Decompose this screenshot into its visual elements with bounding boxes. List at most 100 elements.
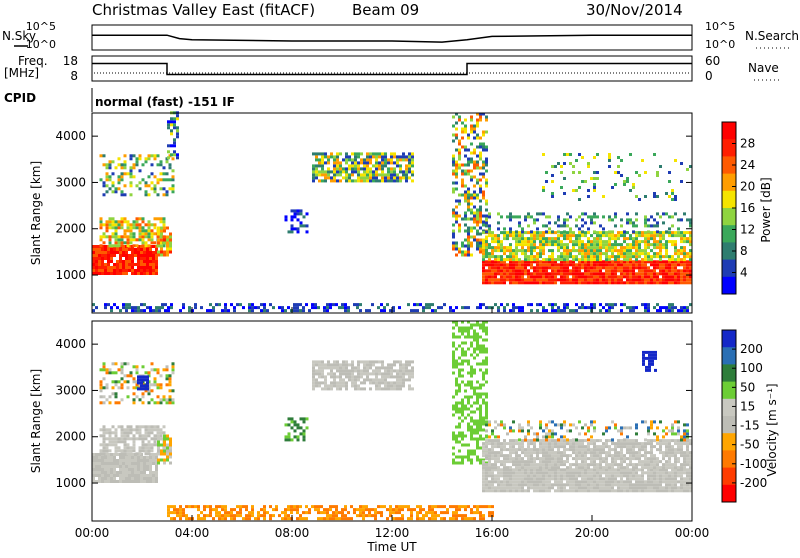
heatmap-cell: [411, 152, 414, 155]
heatmap-cell: [315, 372, 318, 375]
heatmap-cell: [611, 237, 614, 240]
heatmap-cell: [620, 474, 623, 477]
heatmap-cell: [680, 269, 683, 272]
heatmap-cell: [163, 223, 166, 226]
heatmap-cell: [360, 372, 363, 375]
heatmap-cell: [560, 439, 563, 442]
heatmap-cell: [109, 217, 112, 220]
heatmap-cell: [569, 272, 572, 275]
heatmap-cell: [584, 463, 587, 466]
heatmap-cell: [497, 243, 500, 246]
heatmap-cell: [158, 306, 161, 309]
heatmap-cell: [500, 215, 503, 218]
heatmap-cell: [479, 221, 482, 224]
heatmap-cell: [677, 227, 680, 230]
heatmap-cell: [635, 263, 638, 266]
heatmap-cell: [139, 157, 142, 160]
heatmap-cell: [482, 438, 485, 441]
heatmap-cell: [113, 251, 116, 254]
heatmap-cell: [575, 460, 578, 463]
heatmap-cell: [134, 480, 137, 483]
heatmap-cell: [518, 266, 521, 269]
heatmap-cell: [281, 306, 284, 309]
heatmap-cell: [497, 269, 500, 272]
heatmap-cell: [491, 480, 494, 483]
heatmap-cell: [485, 351, 488, 354]
heatmap-cell: [95, 471, 98, 474]
heatmap-cell: [629, 463, 632, 466]
heatmap-cell: [539, 477, 542, 480]
heatmap-cell: [134, 269, 137, 272]
heatmap-cell: [572, 171, 575, 174]
heatmap-cell: [112, 220, 115, 223]
heatmap-cell: [485, 480, 488, 483]
heatmap-cell: [668, 486, 671, 489]
heatmap-cell: [402, 375, 405, 378]
heatmap-cell: [536, 263, 539, 266]
heatmap-cell: [602, 460, 605, 463]
heatmap-cell: [551, 263, 554, 266]
heatmap-cell: [659, 480, 662, 483]
heatmap-cell: [366, 170, 369, 173]
heatmap-cell: [402, 363, 405, 366]
heatmap-cell: [467, 233, 470, 236]
heatmap-cell: [593, 240, 596, 243]
heatmap-cell: [128, 303, 131, 306]
heatmap-cell: [100, 220, 103, 223]
heatmap-cell: [593, 486, 596, 489]
heatmap-cell: [533, 486, 536, 489]
heatmap-cell: [140, 477, 143, 480]
heatmap-cell: [536, 483, 539, 486]
heatmap-cell: [611, 454, 614, 457]
heatmap-cell: [536, 480, 539, 483]
heatmap-cell: [167, 309, 170, 312]
heatmap-cell: [354, 158, 357, 161]
heatmap-cell: [133, 440, 136, 443]
heatmap-cell: [125, 248, 128, 251]
heatmap-cell: [479, 396, 482, 399]
heatmap-cell: [470, 420, 473, 423]
heatmap-cell: [680, 237, 683, 240]
heatmap-cell: [635, 255, 638, 258]
heatmap-cell: [233, 306, 236, 309]
heatmap-cell: [101, 254, 104, 257]
heatmap-cell: [539, 240, 542, 243]
heatmap-cell: [157, 239, 160, 242]
heatmap-cell: [596, 454, 599, 457]
heatmap-cell: [635, 281, 638, 284]
heatmap-cell: [632, 309, 635, 312]
heatmap-cell: [548, 460, 551, 463]
heatmap-cell: [351, 173, 354, 176]
heatmap-cell: [641, 159, 644, 162]
heatmap-cell: [512, 252, 515, 255]
heatmap-cell: [521, 466, 524, 469]
heatmap-cell: [266, 309, 269, 312]
heatmap-cell: [455, 456, 458, 459]
heatmap-cell: [530, 448, 533, 451]
heatmap-cell: [518, 466, 521, 469]
heatmap-cell: [656, 230, 659, 233]
colorbar-segment: [722, 208, 736, 226]
heatmap-cell: [641, 266, 644, 269]
heatmap-cell: [393, 176, 396, 179]
heatmap-cell: [254, 306, 257, 309]
heatmap-cell: [166, 374, 169, 377]
heatmap-cell: [133, 175, 136, 178]
heatmap-cell: [297, 218, 300, 221]
heatmap-cell: [599, 463, 602, 466]
heatmap-cell: [194, 306, 197, 309]
heatmap-cell: [482, 269, 485, 272]
heatmap-cell: [506, 489, 509, 492]
heatmap-cell: [419, 303, 422, 306]
heatmap-cell: [482, 215, 485, 218]
heatmap-cell: [674, 272, 677, 275]
heatmap-cell: [118, 401, 121, 404]
heatmap-cell: [650, 466, 653, 469]
heatmap-cell: [366, 161, 369, 164]
heatmap-cell: [188, 306, 191, 309]
heatmap-cell: [345, 369, 348, 372]
noise-strip: N.Sky 10^5 10^0 10^5 10^0 N.Search: [2, 20, 799, 51]
heatmap-cell: [390, 158, 393, 161]
heatmap-cell: [620, 269, 623, 272]
heatmap-cell: [121, 398, 124, 401]
